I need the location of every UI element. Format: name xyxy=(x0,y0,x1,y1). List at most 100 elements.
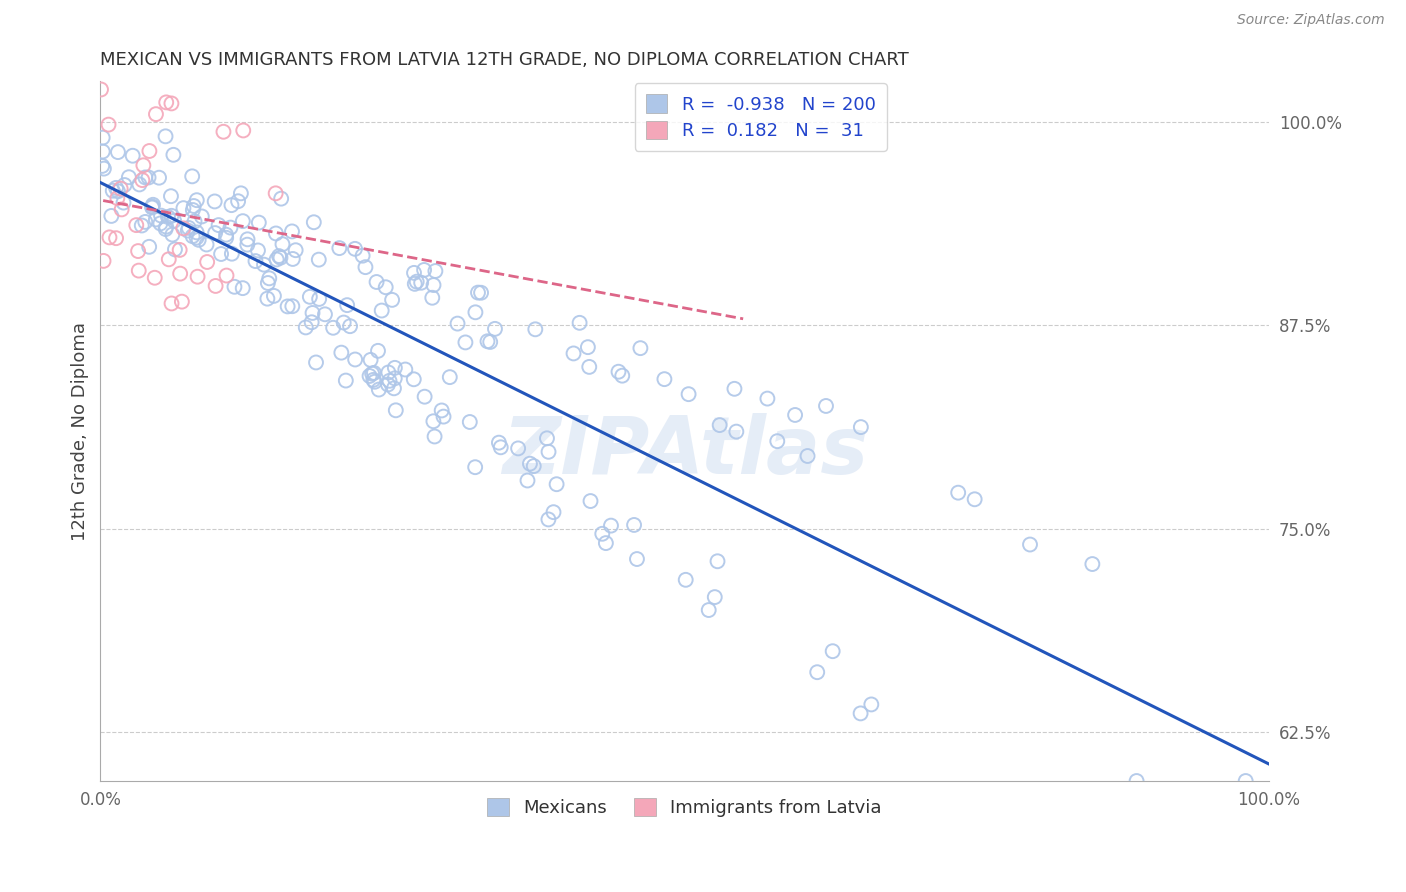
Point xyxy=(963,492,986,507)
Point xyxy=(546,477,568,491)
Point xyxy=(814,399,837,413)
Point xyxy=(183,199,205,213)
Point xyxy=(112,195,135,210)
Point xyxy=(169,243,191,257)
Point xyxy=(270,192,292,206)
Text: MEXICAN VS IMMIGRANTS FROM LATVIA 12TH GRADE, NO DIPLOMA CORRELATION CHART: MEXICAN VS IMMIGRANTS FROM LATVIA 12TH G… xyxy=(100,51,910,69)
Point xyxy=(215,231,238,245)
Point xyxy=(363,366,385,380)
Point xyxy=(432,409,454,424)
Point xyxy=(623,518,645,533)
Point xyxy=(141,200,163,214)
Point xyxy=(378,374,401,388)
Point xyxy=(191,210,214,224)
Text: Source: ZipAtlas.com: Source: ZipAtlas.com xyxy=(1237,13,1385,28)
Point xyxy=(256,292,278,306)
Point xyxy=(160,209,183,223)
Point xyxy=(149,216,172,230)
Point xyxy=(352,249,374,263)
Point xyxy=(183,214,205,228)
Point xyxy=(628,341,651,355)
Point xyxy=(430,403,453,417)
Point xyxy=(111,202,134,217)
Point xyxy=(568,316,591,330)
Point xyxy=(107,145,129,160)
Point xyxy=(354,260,377,274)
Point xyxy=(336,298,359,312)
Point xyxy=(377,366,399,380)
Point xyxy=(100,209,122,223)
Point xyxy=(172,221,194,235)
Point xyxy=(607,365,630,379)
Point xyxy=(516,474,538,488)
Point xyxy=(479,334,502,349)
Point xyxy=(425,264,447,278)
Point xyxy=(253,258,276,272)
Point xyxy=(367,343,389,358)
Point xyxy=(302,215,325,229)
Point xyxy=(181,202,204,217)
Point xyxy=(308,292,330,306)
Point xyxy=(150,209,173,223)
Point xyxy=(232,281,254,295)
Point xyxy=(145,212,167,227)
Point xyxy=(821,644,844,658)
Point xyxy=(562,346,585,360)
Point xyxy=(155,222,177,236)
Point xyxy=(328,241,350,255)
Point xyxy=(477,334,499,349)
Point xyxy=(221,246,243,260)
Point xyxy=(128,178,150,192)
Point xyxy=(187,269,209,284)
Point xyxy=(488,435,510,450)
Point xyxy=(281,299,304,313)
Point xyxy=(186,226,208,240)
Point xyxy=(155,219,177,234)
Point xyxy=(335,374,357,388)
Point xyxy=(236,232,259,246)
Point xyxy=(420,291,443,305)
Point xyxy=(226,194,249,209)
Point xyxy=(405,275,427,289)
Point xyxy=(170,294,193,309)
Point xyxy=(93,161,115,176)
Point xyxy=(271,237,294,252)
Point xyxy=(849,706,872,721)
Point xyxy=(195,237,218,252)
Point xyxy=(703,590,725,604)
Point xyxy=(125,218,148,232)
Point xyxy=(247,216,270,230)
Point xyxy=(330,345,353,359)
Point xyxy=(785,408,807,422)
Point xyxy=(221,198,243,212)
Point xyxy=(543,505,565,519)
Point xyxy=(806,665,828,680)
Point xyxy=(177,221,200,235)
Point xyxy=(267,249,290,263)
Point xyxy=(709,418,731,433)
Point xyxy=(281,252,304,266)
Point xyxy=(464,460,486,475)
Point xyxy=(90,82,112,96)
Point xyxy=(91,130,114,145)
Point xyxy=(404,277,426,291)
Point xyxy=(156,210,179,224)
Point xyxy=(186,193,208,207)
Point xyxy=(98,230,121,244)
Point xyxy=(105,181,128,195)
Point xyxy=(402,372,425,386)
Point xyxy=(364,375,387,389)
Point xyxy=(134,170,156,185)
Point xyxy=(394,362,416,376)
Point xyxy=(422,278,444,293)
Point xyxy=(212,125,235,139)
Point xyxy=(1019,537,1042,551)
Point xyxy=(484,322,506,336)
Point xyxy=(114,178,136,192)
Point xyxy=(301,306,323,320)
Point xyxy=(186,230,208,244)
Point xyxy=(219,220,242,235)
Point xyxy=(229,186,252,201)
Point xyxy=(163,243,186,257)
Point xyxy=(142,198,165,212)
